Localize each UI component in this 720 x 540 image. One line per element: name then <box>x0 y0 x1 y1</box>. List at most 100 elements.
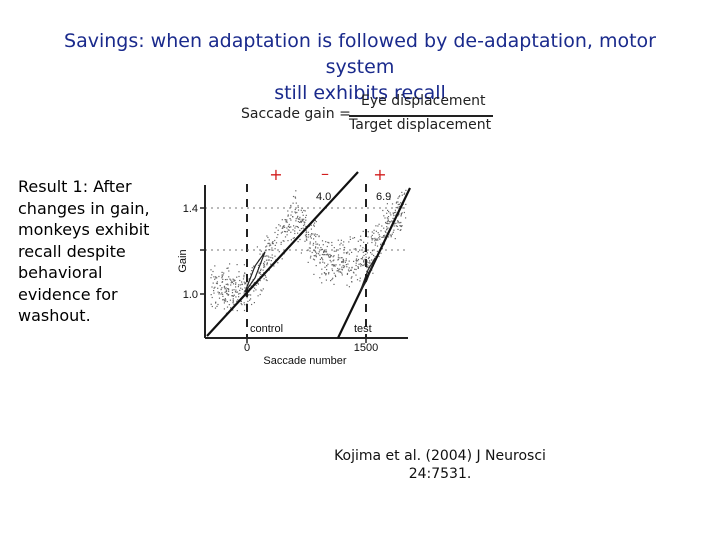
gain-sample-dot <box>309 236 311 238</box>
gain-sample-dot <box>345 264 347 266</box>
gain-sample-dot <box>373 232 375 234</box>
gain-sample-dot <box>246 297 248 299</box>
gain-sample-dot <box>346 272 349 275</box>
gain-sample-dot <box>226 267 228 269</box>
gain-sample-dot <box>213 290 215 292</box>
gain-sample-dot <box>264 266 266 268</box>
gain-sample-dot <box>266 262 268 264</box>
gain-sample-dot <box>273 265 275 267</box>
gain-sample-dot <box>274 231 276 234</box>
gain-sample-dot <box>297 226 299 229</box>
gain-sample-dot <box>371 241 373 244</box>
gain-sample-dot <box>227 294 229 296</box>
gain-sample-dot <box>314 250 316 252</box>
gain-sample-dot <box>305 238 308 240</box>
gain-sample-dot <box>326 269 328 271</box>
gain-sample-dot <box>223 285 226 287</box>
gain-sample-dot <box>355 262 357 264</box>
gain-sample-dot <box>371 238 373 240</box>
gain-sample-dot <box>338 269 340 271</box>
gain-sample-dot <box>321 257 323 259</box>
gain-sample-dot <box>305 214 307 216</box>
phase-label-control: control <box>250 323 283 335</box>
gain-sample-dot <box>386 229 388 231</box>
gain-sample-dot <box>387 236 390 238</box>
gain-sample-dot <box>305 236 307 238</box>
gain-sample-dot <box>380 252 382 254</box>
gain-sample-dot <box>227 267 229 269</box>
gain-sample-dot <box>300 220 302 222</box>
gain-sample-dot <box>377 239 379 241</box>
gain-sample-dot <box>290 239 292 241</box>
gain-sample-dot <box>355 274 357 276</box>
gain-sample-dot <box>387 219 389 222</box>
gain-sample-dot <box>337 267 339 270</box>
formula-fraction-bar <box>349 115 493 117</box>
gain-sample-dot <box>221 281 224 283</box>
gain-sample-dot <box>382 236 384 238</box>
gain-sample-dot <box>264 274 266 277</box>
gain-sample-dot <box>312 242 315 244</box>
gain-sample-dot <box>389 212 391 214</box>
gain-sample-dot <box>264 239 266 242</box>
gain-sample-dot <box>235 291 237 293</box>
gain-sample-dot <box>391 220 393 222</box>
gain-sample-dot <box>214 265 216 267</box>
gain-sample-dot <box>397 203 399 206</box>
gain-sample-dot <box>339 268 341 270</box>
gain-sample-dot <box>319 261 321 263</box>
gain-sample-dot <box>343 241 345 243</box>
gain-sample-dot <box>299 221 301 223</box>
gain-sample-dot <box>260 273 262 276</box>
gain-sample-dot <box>295 190 297 192</box>
gain-sample-dot <box>295 202 297 204</box>
gain-sample-dot <box>304 210 306 212</box>
gain-sample-dot <box>242 278 245 280</box>
gain-sample-dot <box>213 287 215 289</box>
gain-sample-dot <box>220 288 222 290</box>
gain-sample-dot <box>363 241 365 243</box>
control-window <box>244 251 266 293</box>
gain-sample-dot <box>349 236 351 238</box>
gain-sample-dot <box>376 238 378 240</box>
gain-sample-dot <box>257 283 259 285</box>
gain-sample-dot <box>223 302 225 304</box>
gain-sample-dot <box>388 223 390 225</box>
gain-sample-dot <box>340 239 342 241</box>
gain-sample-dot <box>228 290 230 292</box>
gain-sample-dot <box>351 266 353 268</box>
gain-sample-dot <box>265 246 267 248</box>
gain-sample-dot <box>391 203 394 205</box>
gain-sample-dot <box>323 272 325 274</box>
gain-sample-dot <box>270 244 272 246</box>
gain-sample-dot <box>224 298 226 300</box>
gain-sample-dot <box>309 257 312 259</box>
gain-sample-dot <box>318 236 320 238</box>
gain-sample-dot <box>223 298 225 301</box>
gain-sample-dot <box>303 224 305 227</box>
gain-sample-dot <box>271 242 274 245</box>
gain-sample-dot <box>332 256 334 258</box>
gain-sample-dot <box>313 222 316 224</box>
gain-sample-dot <box>218 293 220 295</box>
gain-sample-dot <box>348 260 350 262</box>
gain-sample-dot <box>291 211 293 213</box>
gain-sample-dot <box>239 289 241 291</box>
gain-sample-dot <box>393 215 395 217</box>
gain-sample-dot <box>218 297 221 299</box>
gain-sample-dot <box>285 221 287 223</box>
gain-sample-dot <box>339 264 341 266</box>
gain-sample-dot <box>274 248 276 250</box>
gain-sample-dot <box>292 229 294 231</box>
gain-sample-dot <box>301 211 303 213</box>
gain-sample-dot <box>404 192 406 194</box>
gain-sample-dot <box>286 221 288 223</box>
gain-sample-dot <box>332 277 334 279</box>
gain-sample-dot <box>342 261 344 264</box>
gain-sample-dot <box>260 250 262 252</box>
gain-sample-dot <box>277 229 279 231</box>
gain-sample-dot <box>283 225 285 227</box>
gain-sample-dot <box>261 290 263 292</box>
gain-sample-dot <box>337 270 339 272</box>
gain-sample-dot <box>305 230 307 232</box>
